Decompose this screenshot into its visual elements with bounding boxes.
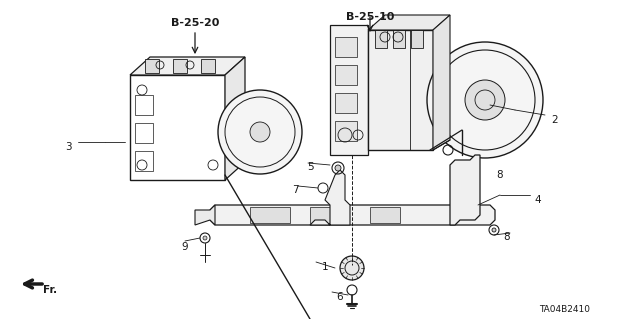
Text: B-25-20: B-25-20 — [171, 18, 219, 28]
Text: 7: 7 — [292, 185, 298, 195]
Bar — [335, 37, 357, 57]
Text: 8: 8 — [497, 170, 503, 180]
Circle shape — [340, 256, 364, 280]
Bar — [370, 207, 400, 223]
Polygon shape — [310, 170, 350, 225]
Bar — [335, 121, 357, 141]
Text: Fr.: Fr. — [43, 285, 57, 295]
Bar — [335, 65, 357, 85]
Circle shape — [492, 228, 496, 232]
Text: 2: 2 — [552, 115, 558, 125]
Bar — [135, 151, 153, 171]
Text: 5: 5 — [307, 162, 314, 172]
Bar — [411, 30, 423, 48]
Bar — [201, 59, 215, 73]
Bar — [368, 30, 433, 150]
Bar — [335, 93, 357, 113]
Text: B-25-10: B-25-10 — [346, 12, 394, 22]
Circle shape — [218, 90, 302, 174]
Bar — [330, 25, 368, 155]
Bar — [145, 59, 159, 73]
Polygon shape — [368, 15, 450, 30]
Text: TA04B2410: TA04B2410 — [540, 305, 591, 314]
Circle shape — [203, 236, 207, 240]
Bar — [135, 123, 153, 143]
Bar — [375, 30, 387, 48]
Bar — [173, 59, 187, 73]
Circle shape — [427, 42, 543, 158]
Bar — [310, 207, 345, 223]
Bar — [250, 207, 290, 223]
Text: 6: 6 — [337, 292, 343, 302]
Polygon shape — [433, 15, 450, 150]
Text: 9: 9 — [182, 242, 188, 252]
Polygon shape — [130, 57, 245, 75]
Polygon shape — [450, 155, 480, 225]
Polygon shape — [210, 205, 495, 225]
Text: 8: 8 — [504, 232, 510, 242]
Bar — [130, 75, 225, 180]
Circle shape — [465, 80, 505, 120]
Text: 3: 3 — [65, 142, 71, 152]
Bar — [135, 95, 153, 115]
Text: 1: 1 — [322, 262, 328, 272]
Text: 4: 4 — [534, 195, 541, 205]
Polygon shape — [195, 205, 215, 225]
Bar — [393, 30, 405, 48]
Circle shape — [250, 122, 270, 142]
Circle shape — [335, 165, 341, 171]
Polygon shape — [225, 57, 245, 180]
